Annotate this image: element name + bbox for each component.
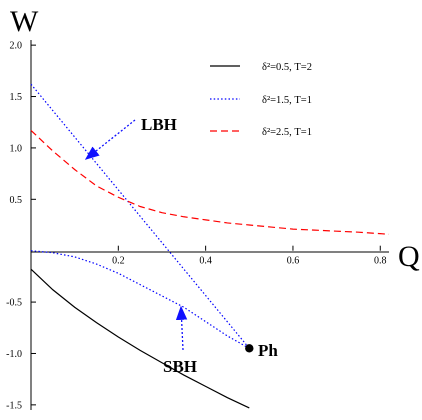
x-tick-label: 0.6 [287, 256, 300, 267]
series-2-line-2 [30, 250, 250, 349]
series-3 [30, 130, 390, 235]
legend: δ²=0.5, T=2 δ²=1.5, T=1 δ²=2.5, T=1 [210, 62, 312, 138]
y-tick-label: 0.5 [10, 195, 23, 206]
y-tick-label: -1.0 [6, 349, 22, 360]
annotation-lbh-label: LBH [141, 115, 177, 134]
x-tick-label: 0.4 [199, 256, 212, 267]
ticks-layer: 0.2 0.4 0.6 0.8 -1.5 -1.0 -0.5 0.5 1.0 1.5 2.0 [6, 41, 386, 412]
legend-label-3: δ²=2.5, T=1 [262, 127, 312, 138]
series-2-line-1 [30, 83, 250, 349]
x-axis-label: Q [398, 240, 420, 273]
annotation-sbh-arrow [175, 305, 188, 351]
series-3-line [30, 130, 390, 235]
y-tick-label: 1.0 [10, 143, 23, 154]
series-2 [30, 83, 250, 349]
y-tick-label: -1.5 [6, 400, 22, 411]
legend-label-2: δ²=1.5, T=1 [262, 95, 312, 106]
y-tick-label: 1.5 [10, 92, 23, 103]
phase-point-marker [245, 344, 254, 353]
annotation-ph-label: Ph [258, 341, 278, 360]
annotation-sbh-label: SBH [163, 357, 197, 376]
annotation-lbh-arrow [84, 119, 136, 160]
x-tick-label: 0.8 [374, 256, 387, 267]
y-axis-label: W [10, 5, 39, 38]
y-tick-label: 2.0 [10, 41, 23, 52]
x-tick-label: 0.2 [112, 256, 125, 267]
series-1 [30, 268, 250, 409]
y-tick-label: -0.5 [6, 298, 22, 309]
legend-label-1: δ²=0.5, T=2 [262, 62, 312, 73]
series-1-line [30, 268, 250, 409]
series-layer [30, 83, 390, 409]
